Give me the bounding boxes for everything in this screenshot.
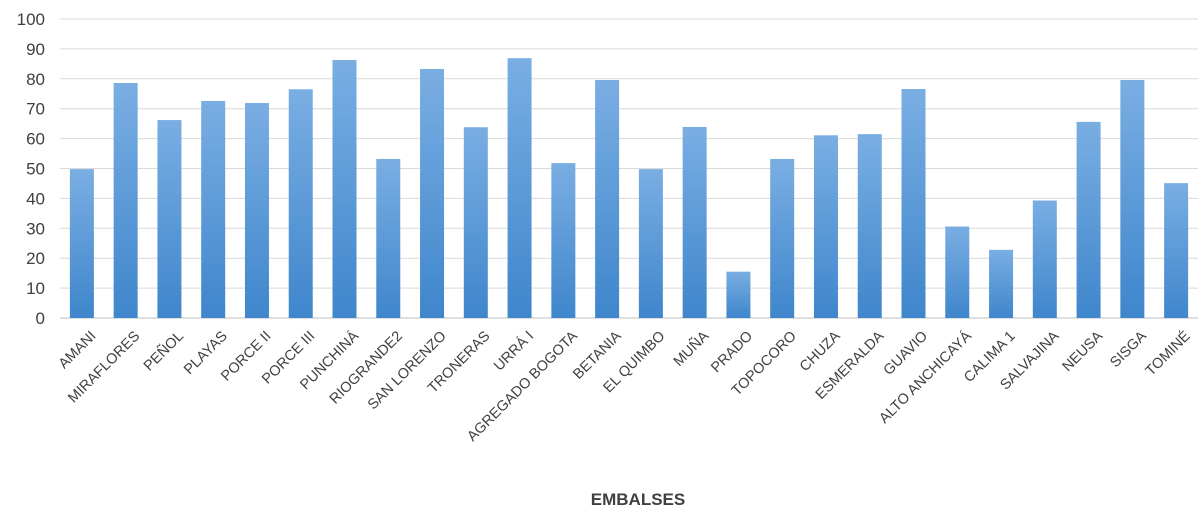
bar [288, 89, 313, 318]
bar [945, 226, 970, 318]
bar [1076, 121, 1101, 318]
bar [463, 127, 488, 318]
bar [813, 135, 838, 318]
bar [420, 68, 445, 318]
bar [682, 126, 707, 319]
y-tick-label: 60 [26, 130, 45, 149]
y-tick-label: 90 [26, 40, 45, 59]
bars [69, 58, 1189, 319]
x-tick-label: AMANI [56, 328, 100, 372]
y-tick-label: 20 [26, 249, 45, 268]
y-tick-label: 10 [26, 279, 45, 298]
bar [595, 79, 620, 318]
x-tick-label: NEUSA [1060, 328, 1107, 375]
gridlines [60, 18, 1198, 319]
bar [69, 169, 94, 318]
x-tick-label: SAN LORENZO [365, 328, 450, 413]
bar [332, 59, 357, 318]
bar [857, 134, 882, 318]
y-axis-ticks: 0 10 20 30 40 50 60 70 80 90 100 [17, 10, 45, 328]
bar [901, 88, 926, 318]
y-tick-label: 70 [26, 100, 45, 119]
x-tick-label: MUÑA [670, 327, 712, 369]
y-tick-label: 80 [26, 70, 45, 89]
bar [244, 103, 269, 318]
y-tick-label: 50 [26, 160, 45, 179]
bar [1120, 79, 1145, 318]
bar [376, 158, 401, 318]
bar [989, 249, 1014, 318]
bar [113, 82, 138, 319]
bar [770, 158, 795, 318]
x-tick-label: PEÑOL [140, 328, 187, 375]
bar [1164, 183, 1189, 318]
bar [1032, 200, 1057, 318]
x-tick-label: SISGA [1107, 328, 1150, 371]
bar [201, 100, 226, 319]
bar [157, 120, 182, 318]
y-tick-label: 100 [17, 10, 45, 29]
bar [551, 163, 576, 318]
bar [726, 271, 751, 318]
y-tick-label: 0 [36, 309, 45, 328]
x-axis-title: EMBALSES [591, 490, 685, 509]
bar [507, 58, 532, 318]
x-tick-label: TOMINÉ [1142, 327, 1194, 379]
y-tick-label: 40 [26, 189, 45, 208]
y-tick-label: 30 [26, 219, 45, 238]
bar [638, 169, 663, 318]
